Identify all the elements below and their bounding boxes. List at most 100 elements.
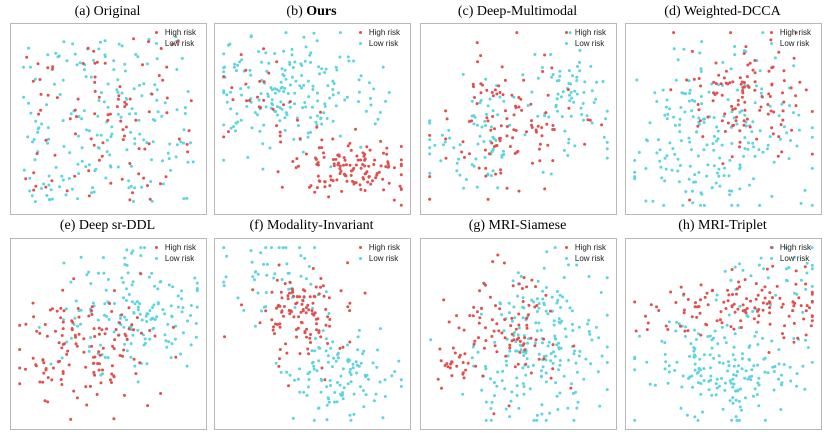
low-risk-point — [225, 254, 229, 258]
high-risk-point — [508, 346, 512, 350]
low-risk-point — [555, 394, 559, 398]
low-risk-point — [663, 156, 667, 160]
low-risk-point — [301, 106, 305, 110]
high-risk-point — [159, 182, 162, 186]
high-risk-point — [462, 376, 466, 380]
high-risk-point — [89, 137, 93, 141]
low-risk-point — [505, 363, 509, 367]
high-risk-point — [280, 185, 284, 189]
low-risk-point — [347, 59, 351, 63]
low-risk-point — [552, 323, 556, 327]
high-risk-point — [132, 328, 136, 332]
low-risk-point — [225, 100, 229, 104]
low-risk-point — [680, 91, 684, 95]
low-risk-point — [338, 383, 342, 387]
legend-high-risk: High risk — [564, 27, 606, 38]
high-risk-point — [682, 292, 686, 296]
low-risk-point — [338, 134, 342, 138]
low-risk-point — [537, 302, 541, 305]
low-risk-point — [548, 411, 552, 415]
low-risk-point — [788, 104, 792, 108]
high-risk-point — [810, 300, 814, 304]
low-risk-point — [544, 380, 548, 384]
low-risk-point — [522, 385, 526, 388]
high-risk-point — [314, 156, 317, 160]
high-risk-point — [108, 112, 112, 116]
high-risk-point — [777, 135, 781, 139]
low-risk-point — [222, 52, 226, 56]
high-risk-point — [110, 381, 113, 384]
low-risk-point — [671, 147, 675, 151]
low-risk-point — [102, 100, 106, 104]
high-risk-point — [486, 119, 490, 123]
low-risk-point — [465, 178, 468, 181]
low-risk-point — [335, 400, 339, 404]
high-risk-point — [290, 287, 294, 291]
high-risk-point — [792, 321, 796, 325]
high-risk-point — [549, 309, 552, 313]
low-risk-point — [273, 272, 277, 276]
high-risk-point — [358, 183, 362, 187]
high-risk-point — [481, 83, 484, 87]
low-risk-point — [194, 322, 198, 325]
low-risk-point — [552, 319, 556, 323]
low-risk-point — [780, 373, 783, 377]
low-risk-point — [274, 361, 278, 365]
high-risk-point — [477, 166, 481, 170]
low-risk-point — [561, 90, 565, 94]
low-risk-point — [504, 407, 508, 411]
low-risk-point — [246, 155, 250, 159]
high-risk-point — [301, 288, 305, 292]
high-risk-point — [794, 31, 798, 35]
low-risk-point — [306, 131, 310, 135]
high-risk-point — [93, 75, 97, 79]
high-risk-point — [31, 301, 35, 305]
low-risk-point — [508, 123, 512, 127]
high-risk-point — [519, 97, 523, 101]
high-risk-point — [115, 105, 119, 109]
legend-label: High risk — [574, 243, 606, 252]
low-risk-point — [560, 115, 564, 119]
low-risk-point — [256, 113, 259, 117]
high-risk-point — [354, 163, 358, 167]
high-risk-point — [146, 404, 150, 408]
low-risk-point — [103, 302, 107, 306]
low-risk-point — [76, 324, 80, 328]
low-risk-point — [170, 342, 174, 346]
low-risk-point — [557, 368, 560, 372]
high-risk-point — [100, 154, 104, 158]
low-risk-point — [309, 51, 313, 55]
low-risk-point — [247, 85, 251, 89]
low-risk-point — [670, 168, 674, 172]
high-risk-point — [732, 302, 736, 306]
high-risk-point — [282, 103, 285, 107]
high-risk-point — [768, 322, 772, 326]
low-risk-point — [587, 275, 591, 278]
low-risk-point — [167, 157, 171, 161]
low-risk-point — [553, 337, 557, 341]
low-risk-point — [544, 354, 548, 358]
low-risk-point — [526, 104, 530, 108]
high-risk-point — [323, 180, 327, 184]
low-risk-point — [27, 101, 30, 105]
high-risk-point — [251, 288, 255, 292]
low-risk-point — [712, 336, 715, 340]
low-risk-point — [285, 370, 289, 374]
low-risk-point — [325, 418, 329, 422]
high-risk-point — [286, 294, 290, 298]
low-risk-point — [566, 154, 570, 157]
low-risk-point — [447, 128, 451, 132]
high-risk-point — [738, 145, 741, 149]
high-risk-point — [741, 91, 745, 95]
low-risk-point — [728, 399, 732, 403]
low-risk-point — [341, 397, 345, 401]
high-risk-point — [60, 383, 64, 386]
low-risk-point — [566, 406, 570, 410]
low-risk-point — [706, 335, 710, 338]
low-risk-point — [763, 418, 767, 422]
legend-low-risk: Low risk — [358, 253, 400, 264]
low-risk-point — [84, 165, 88, 169]
low-risk-point — [747, 345, 751, 349]
low-risk-point — [747, 357, 751, 361]
low-risk-point — [371, 361, 375, 365]
